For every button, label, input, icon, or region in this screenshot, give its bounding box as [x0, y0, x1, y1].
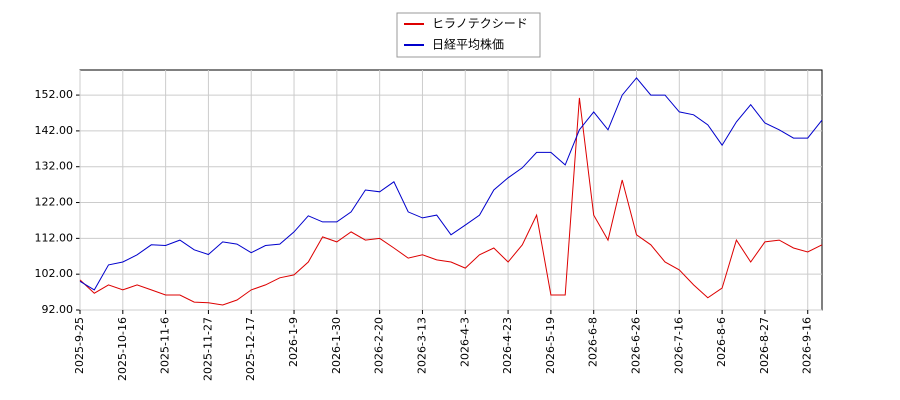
x-tick-label: 2026-6-8: [587, 317, 600, 367]
y-tick-label: 142.00: [35, 124, 74, 137]
y-tick-label: 152.00: [35, 88, 74, 101]
x-tick-label: 2026-1-30: [330, 317, 343, 374]
x-tick-label: 2026-2-20: [373, 317, 386, 374]
series-line: [79, 97, 823, 306]
x-tick-label: 2026-1-9: [287, 317, 300, 367]
y-tick-label: 132.00: [35, 160, 74, 173]
x-tick-label: 2026-9-16: [801, 317, 814, 374]
series-line: [79, 77, 823, 291]
y-tick-label: 112.00: [35, 231, 74, 244]
legend-box: [396, 12, 541, 58]
x-tick-label: 2025-10-16: [116, 317, 129, 381]
x-tick-label: 2026-6-26: [630, 317, 643, 374]
legend-label: ヒラノテクシード: [432, 17, 528, 31]
x-tick-label: 2026-8-6: [715, 317, 728, 367]
x-tick-label: 2026-3-13: [415, 317, 428, 374]
x-tick-label: 2026-7-16: [672, 317, 685, 374]
legend-label: 日経平均株価: [432, 37, 504, 52]
y-tick-label: 102.00: [35, 267, 74, 280]
x-tick-label: 2025-11-27: [201, 317, 214, 381]
x-tick-label: 2026-5-19: [544, 317, 557, 374]
x-tick-label: 2025-9-25: [73, 317, 86, 374]
y-tick-label: 92.00: [42, 303, 74, 316]
x-tick-label: 2025-12-17: [244, 317, 257, 381]
y-tick-label: 122.00: [35, 196, 74, 209]
x-tick-label: 2025-11-6: [159, 317, 172, 374]
x-tick-label: 2026-8-27: [758, 317, 771, 374]
x-tick-label: 2026-4-3: [458, 317, 471, 367]
x-tick-label: 2026-4-23: [501, 317, 514, 374]
